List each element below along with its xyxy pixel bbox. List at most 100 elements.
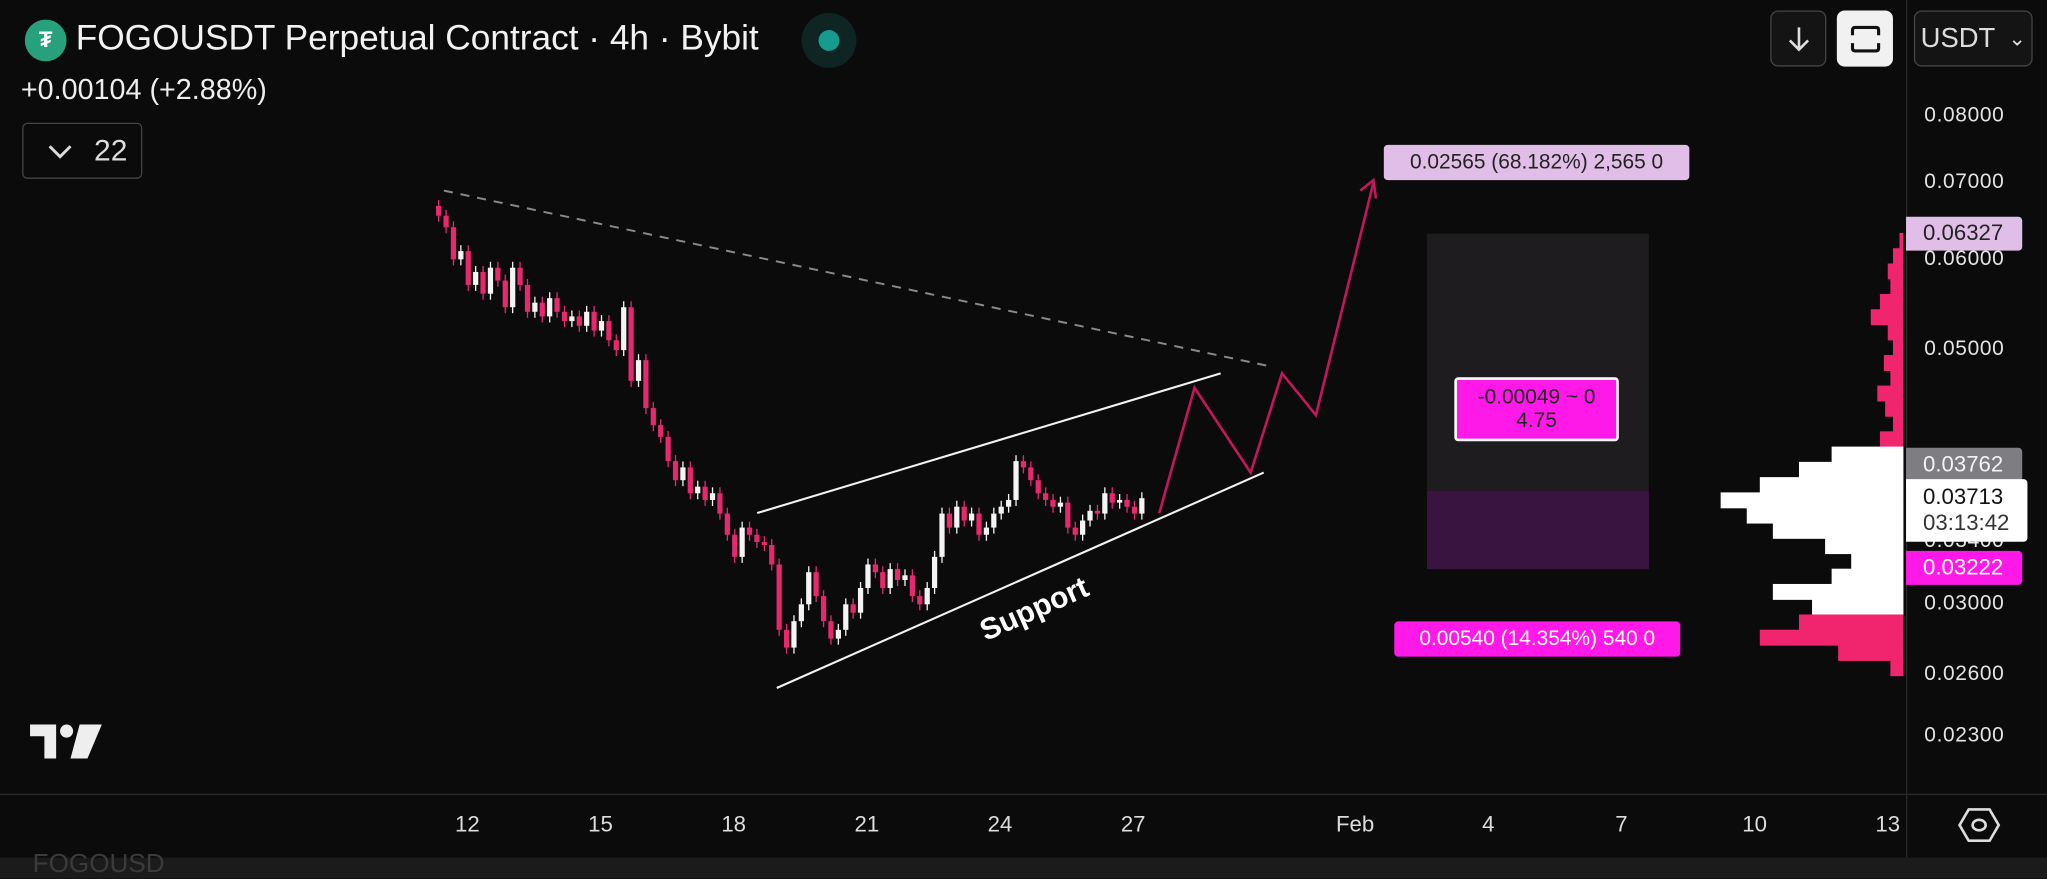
candle	[791, 621, 797, 648]
long-position-tool[interactable]	[1426, 233, 1649, 570]
volume-profile-row	[1885, 400, 1904, 417]
candle	[909, 575, 915, 597]
price-tick: 0.05000	[1924, 338, 2005, 361]
symbol-title[interactable]: FOGOUSDT Perpetual Contract · 4h · Bybit	[75, 18, 759, 58]
volume-profile-row	[1892, 248, 1904, 265]
support-label: Support	[975, 571, 1094, 648]
volume-profile-row	[1892, 339, 1904, 356]
candle	[1020, 461, 1027, 468]
projection-path[interactable]	[1158, 182, 1375, 514]
volume-profile-row	[1883, 355, 1904, 371]
candle	[991, 513, 997, 528]
candle	[561, 311, 568, 322]
projection-arrowhead-icon	[1359, 177, 1378, 199]
support-line[interactable]	[776, 471, 1265, 689]
chevron-down-icon	[48, 144, 72, 159]
upper-channel-line[interactable]	[756, 372, 1221, 515]
currency-select[interactable]: USDT ⌄	[1913, 10, 2033, 67]
candle	[598, 321, 605, 331]
candle	[1043, 493, 1049, 500]
volume-profile-row	[1890, 370, 1904, 387]
candle	[643, 360, 649, 409]
volume-profile-row	[1798, 614, 1904, 631]
candle	[473, 271, 479, 285]
candle	[465, 251, 471, 285]
scroll-to-latest-button[interactable]	[1770, 10, 1827, 67]
candle	[576, 316, 582, 326]
candle	[887, 569, 893, 588]
candle	[584, 311, 590, 326]
volume-profile-row	[1892, 416, 1904, 432]
volume-profile-row	[1890, 278, 1904, 295]
candle	[480, 271, 486, 294]
time-tick: 24	[987, 812, 1013, 837]
volume-profile-row	[1887, 324, 1904, 341]
volume-profile-row	[1877, 385, 1904, 402]
candle	[806, 572, 812, 605]
volume-profile-row	[1851, 553, 1904, 570]
gear-hexagon-icon[interactable]	[1957, 807, 2001, 844]
candle	[902, 575, 908, 581]
candle	[1087, 510, 1093, 521]
candle	[946, 513, 953, 528]
indicators-count: 22	[93, 133, 128, 168]
candle	[732, 534, 738, 557]
position-target-zone	[1426, 233, 1649, 491]
volume-profile-row	[1831, 568, 1904, 585]
candle	[1028, 467, 1034, 481]
candle	[436, 205, 442, 216]
candle	[650, 408, 656, 426]
candle	[1065, 502, 1071, 528]
market-status-icon[interactable]	[801, 13, 857, 68]
position-pnl: -0.00049 ~ 0	[1477, 385, 1596, 408]
candle	[850, 604, 856, 613]
price-tick: 0.02300	[1924, 724, 2005, 747]
candle	[939, 513, 945, 557]
candle	[495, 267, 501, 281]
volume-profile-row	[1772, 583, 1904, 600]
time-tick: 13	[1875, 812, 1901, 837]
position-stop-label[interactable]: 0.00540 (14.354%) 540 0	[1394, 621, 1681, 657]
position-target-label[interactable]: 0.02565 (68.182%) 2,565 0	[1383, 144, 1690, 181]
tradingview-logo[interactable]	[30, 722, 103, 761]
time-tick: Feb	[1335, 812, 1375, 837]
bottom-strip: FOGOUSD	[0, 850, 2047, 879]
target-price-tag: 0.06327	[1906, 216, 2023, 251]
candle	[1050, 499, 1056, 507]
candle	[776, 564, 782, 630]
candle	[1035, 480, 1041, 494]
position-center-label[interactable]: -0.00049 ~ 0 4.75	[1454, 377, 1619, 442]
candle	[510, 267, 516, 308]
time-tick: 15	[588, 812, 613, 837]
volume-profile-row	[1812, 599, 1904, 616]
candle	[872, 564, 878, 573]
candles	[436, 199, 1145, 654]
candle	[569, 316, 575, 322]
fullscreen-button[interactable]	[1836, 10, 1893, 67]
price-axis-divider	[1906, 0, 1908, 858]
candle	[1094, 510, 1101, 514]
volume-profile-row	[1746, 507, 1904, 524]
position-stop-zone	[1426, 490, 1649, 570]
candle	[769, 544, 775, 565]
currency-value: USDT	[1920, 22, 1996, 53]
volume-profile-row	[1879, 293, 1904, 310]
candle	[983, 527, 990, 535]
candle	[828, 621, 834, 639]
price-tick: 0.08000	[1924, 104, 2005, 127]
candle	[621, 307, 627, 351]
candle	[931, 556, 938, 588]
candle	[783, 629, 790, 648]
candle	[680, 467, 686, 481]
candle	[761, 542, 767, 545]
candle	[880, 572, 886, 588]
resistance-trendline[interactable]	[443, 189, 1267, 367]
volume-profile	[1720, 232, 1904, 677]
price-tick: 0.07000	[1924, 170, 2005, 194]
volume-profile-row	[1879, 431, 1904, 448]
candle	[954, 506, 960, 528]
indicators-toggle-button[interactable]: 22	[22, 122, 143, 179]
time-tick: 18	[721, 812, 747, 837]
